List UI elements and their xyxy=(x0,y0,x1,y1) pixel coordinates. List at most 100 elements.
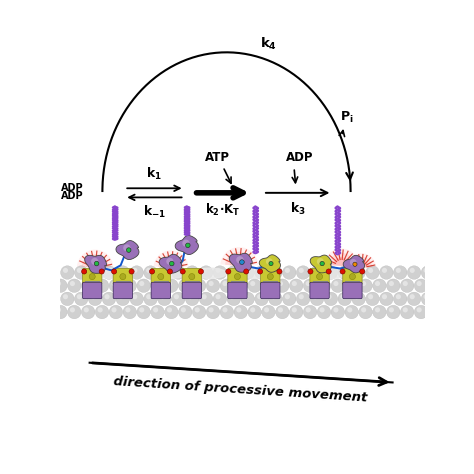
Circle shape xyxy=(174,268,179,273)
Circle shape xyxy=(188,268,193,273)
FancyBboxPatch shape xyxy=(151,282,171,299)
Circle shape xyxy=(327,268,331,273)
Circle shape xyxy=(375,307,380,312)
Text: $\mathbf{P_i}$: $\mathbf{P_i}$ xyxy=(340,110,353,125)
Circle shape xyxy=(206,279,220,292)
Circle shape xyxy=(144,292,157,306)
Wedge shape xyxy=(154,250,189,268)
Wedge shape xyxy=(324,248,359,266)
FancyBboxPatch shape xyxy=(261,282,280,299)
Circle shape xyxy=(255,292,268,306)
Circle shape xyxy=(410,294,415,299)
Circle shape xyxy=(123,244,130,252)
Circle shape xyxy=(91,258,98,265)
Circle shape xyxy=(353,262,357,266)
Circle shape xyxy=(118,268,124,273)
FancyBboxPatch shape xyxy=(182,268,201,285)
Circle shape xyxy=(386,279,400,292)
Circle shape xyxy=(423,268,428,273)
Circle shape xyxy=(189,273,195,280)
Circle shape xyxy=(290,305,303,319)
Circle shape xyxy=(182,239,190,247)
Circle shape xyxy=(283,292,296,306)
Circle shape xyxy=(266,258,273,265)
Circle shape xyxy=(269,262,273,265)
Circle shape xyxy=(82,305,95,319)
Circle shape xyxy=(139,307,144,312)
Circle shape xyxy=(333,307,338,312)
Circle shape xyxy=(277,269,282,274)
Circle shape xyxy=(54,279,67,292)
Circle shape xyxy=(403,281,408,286)
FancyBboxPatch shape xyxy=(82,282,102,299)
Circle shape xyxy=(158,292,171,306)
Circle shape xyxy=(123,279,137,292)
Circle shape xyxy=(88,292,102,306)
Circle shape xyxy=(160,294,165,299)
Circle shape xyxy=(296,266,310,279)
Circle shape xyxy=(172,292,185,306)
Circle shape xyxy=(195,281,200,286)
Circle shape xyxy=(262,305,275,319)
Circle shape xyxy=(340,294,346,299)
Circle shape xyxy=(220,305,234,319)
Circle shape xyxy=(292,307,297,312)
Circle shape xyxy=(216,294,220,299)
Circle shape xyxy=(320,261,324,266)
Circle shape xyxy=(319,281,325,286)
Circle shape xyxy=(299,294,304,299)
Circle shape xyxy=(347,281,352,286)
Circle shape xyxy=(269,292,282,306)
Circle shape xyxy=(345,279,358,292)
FancyBboxPatch shape xyxy=(82,268,102,285)
Circle shape xyxy=(317,273,323,280)
Circle shape xyxy=(248,305,261,319)
Circle shape xyxy=(430,307,436,312)
Circle shape xyxy=(116,266,129,279)
FancyBboxPatch shape xyxy=(113,268,133,285)
Circle shape xyxy=(428,279,442,292)
Wedge shape xyxy=(230,256,249,266)
Circle shape xyxy=(99,269,104,274)
Circle shape xyxy=(264,281,269,286)
Circle shape xyxy=(77,294,82,299)
Ellipse shape xyxy=(95,268,128,278)
Text: $\mathbf{k_4}$: $\mathbf{k_4}$ xyxy=(260,36,277,52)
Wedge shape xyxy=(225,252,254,266)
Circle shape xyxy=(296,292,310,306)
Circle shape xyxy=(299,268,304,273)
Wedge shape xyxy=(333,257,350,266)
Circle shape xyxy=(130,266,144,279)
Ellipse shape xyxy=(314,268,347,278)
Circle shape xyxy=(185,292,199,306)
Circle shape xyxy=(421,266,435,279)
Circle shape xyxy=(375,281,380,286)
Circle shape xyxy=(84,307,89,312)
Circle shape xyxy=(89,273,95,280)
Circle shape xyxy=(278,307,283,312)
Circle shape xyxy=(380,292,393,306)
FancyBboxPatch shape xyxy=(228,282,247,299)
Circle shape xyxy=(317,305,331,319)
Circle shape xyxy=(234,279,247,292)
Text: $\mathbf{k_1}$: $\mathbf{k_1}$ xyxy=(146,165,163,182)
Circle shape xyxy=(269,266,282,279)
Wedge shape xyxy=(162,259,180,268)
Circle shape xyxy=(146,294,151,299)
Circle shape xyxy=(414,305,428,319)
Circle shape xyxy=(236,307,241,312)
Wedge shape xyxy=(77,250,113,268)
Circle shape xyxy=(271,294,276,299)
Circle shape xyxy=(153,307,158,312)
Circle shape xyxy=(192,279,206,292)
Circle shape xyxy=(149,269,155,274)
Circle shape xyxy=(74,292,88,306)
Circle shape xyxy=(68,279,81,292)
Circle shape xyxy=(290,279,303,292)
Circle shape xyxy=(91,268,96,273)
Circle shape xyxy=(389,307,394,312)
Circle shape xyxy=(393,266,407,279)
Circle shape xyxy=(82,269,87,274)
Circle shape xyxy=(421,292,435,306)
Circle shape xyxy=(407,266,421,279)
